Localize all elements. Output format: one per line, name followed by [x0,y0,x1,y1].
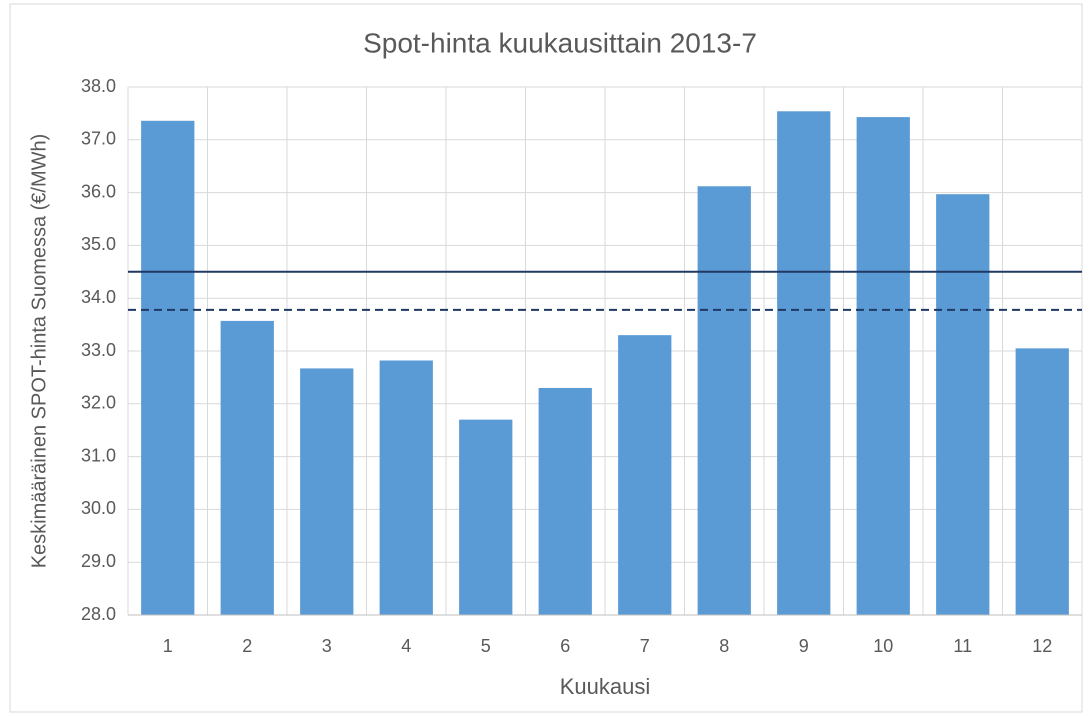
x-tick-label: 7 [640,636,650,656]
y-tick-label: 33.0 [81,340,116,360]
x-tick-label: 4 [401,636,411,656]
bar [936,194,990,615]
y-axis-label: Keskimääräinen SPOT-hinta Suomessa (€/MW… [28,134,50,569]
chart-title: Spot-hinta kuukausittain 2013-7 [363,27,757,58]
bar [459,419,513,615]
y-tick-label: 36.0 [81,181,116,201]
bar [141,120,195,616]
bar [697,186,751,615]
x-tick-label: 3 [322,636,332,656]
x-tick-label: 10 [873,636,893,656]
x-tick-label: 6 [560,636,570,656]
x-tick-label: 12 [1032,636,1052,656]
x-tick-label: 8 [719,636,729,656]
y-tick-label: 32.0 [81,393,116,413]
y-tick-label: 28.0 [81,604,116,624]
bar [538,387,592,615]
bar [618,335,672,615]
y-tick-label: 37.0 [81,129,116,149]
bar [777,111,831,616]
y-tick-label: 31.0 [81,445,116,465]
y-tick-label: 35.0 [81,234,116,254]
bar [220,320,274,615]
bar [379,360,433,615]
y-tick-label: 34.0 [81,287,116,307]
bar [300,368,354,615]
bar [856,117,910,615]
x-tick-label: 2 [242,636,252,656]
x-tick-label: 5 [481,636,491,656]
x-tick-label: 1 [163,636,173,656]
x-tick-label: 9 [799,636,809,656]
y-tick-label: 30.0 [81,498,116,518]
x-tick-label: 11 [953,636,972,656]
y-tick-label: 38.0 [81,76,116,96]
bar [1015,348,1069,615]
x-axis-label: Kuukausi [560,674,651,699]
y-tick-label: 29.0 [81,551,116,571]
